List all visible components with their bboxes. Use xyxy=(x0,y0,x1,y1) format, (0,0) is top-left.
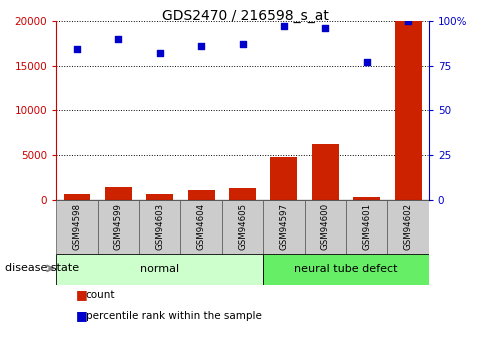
Bar xyxy=(353,197,380,200)
Point xyxy=(239,41,246,47)
Bar xyxy=(98,200,139,254)
Point xyxy=(73,47,81,52)
Bar xyxy=(312,145,339,200)
Text: GSM94601: GSM94601 xyxy=(362,203,371,250)
Bar xyxy=(188,190,215,200)
Bar xyxy=(229,188,256,200)
Text: ■: ■ xyxy=(76,288,88,302)
Bar xyxy=(270,157,297,200)
Bar xyxy=(388,200,429,254)
Bar xyxy=(64,194,91,200)
Bar xyxy=(139,200,180,254)
Bar xyxy=(263,200,305,254)
Bar xyxy=(305,200,346,254)
Text: GSM94597: GSM94597 xyxy=(279,203,289,250)
Point xyxy=(115,36,122,41)
Bar xyxy=(180,200,222,254)
Text: GSM94602: GSM94602 xyxy=(404,203,413,250)
Text: GSM94600: GSM94600 xyxy=(321,203,330,250)
Text: percentile rank within the sample: percentile rank within the sample xyxy=(86,311,262,321)
Bar xyxy=(394,21,421,200)
Bar xyxy=(56,254,263,285)
Text: disease state: disease state xyxy=(5,264,79,273)
Bar xyxy=(222,200,263,254)
Point xyxy=(321,25,329,31)
Text: GSM94605: GSM94605 xyxy=(238,203,247,250)
Bar xyxy=(147,194,173,200)
Text: neural tube defect: neural tube defect xyxy=(294,264,398,274)
Bar xyxy=(56,200,98,254)
Text: ■: ■ xyxy=(76,309,88,322)
Text: GDS2470 / 216598_s_at: GDS2470 / 216598_s_at xyxy=(162,9,328,23)
Text: normal: normal xyxy=(140,264,179,274)
Point xyxy=(404,18,412,23)
Text: GSM94603: GSM94603 xyxy=(155,203,164,250)
Point xyxy=(156,50,164,56)
Bar xyxy=(263,254,429,285)
Text: GSM94599: GSM94599 xyxy=(114,204,123,250)
Point xyxy=(197,43,205,49)
Bar xyxy=(105,187,132,200)
Text: GSM94604: GSM94604 xyxy=(196,203,206,250)
Bar xyxy=(346,200,388,254)
Point xyxy=(280,23,288,29)
Text: count: count xyxy=(86,290,115,300)
Point xyxy=(363,59,370,65)
Text: GSM94598: GSM94598 xyxy=(73,203,81,250)
